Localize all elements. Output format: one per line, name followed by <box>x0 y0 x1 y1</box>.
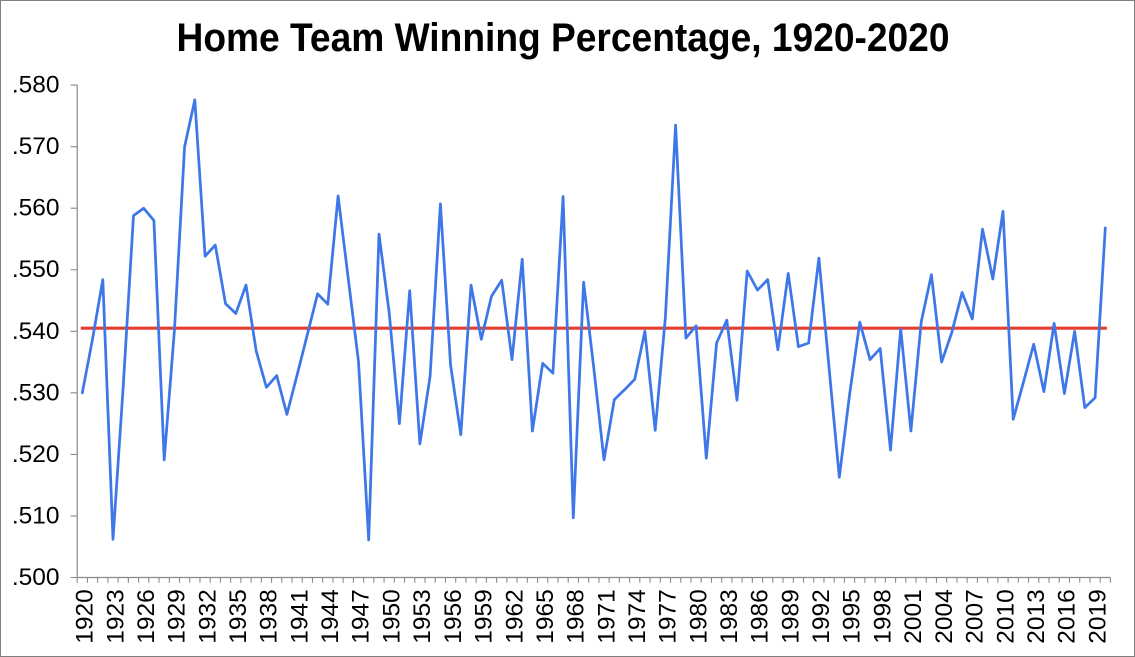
svg-text:1983: 1983 <box>716 589 743 644</box>
svg-text:.550: .550 <box>12 256 60 283</box>
svg-text:1923: 1923 <box>102 589 129 644</box>
svg-text:1941: 1941 <box>286 589 313 644</box>
svg-text:1986: 1986 <box>747 589 774 644</box>
svg-text:.500: .500 <box>12 564 60 591</box>
svg-text:1926: 1926 <box>133 589 160 644</box>
svg-text:1971: 1971 <box>593 589 620 644</box>
svg-text:1956: 1956 <box>440 589 467 644</box>
svg-text:2016: 2016 <box>1054 589 1081 644</box>
svg-text:2007: 2007 <box>962 589 989 644</box>
svg-text:1974: 1974 <box>624 589 651 644</box>
svg-text:1947: 1947 <box>348 589 375 644</box>
svg-text:2019: 2019 <box>1084 589 1111 644</box>
svg-text:1929: 1929 <box>164 589 191 644</box>
svg-text:1992: 1992 <box>808 589 835 644</box>
svg-text:1965: 1965 <box>532 589 559 644</box>
svg-text:.530: .530 <box>12 379 60 406</box>
svg-text:2001: 2001 <box>900 589 927 644</box>
svg-text:.510: .510 <box>12 503 60 530</box>
svg-text:1935: 1935 <box>225 589 252 644</box>
svg-text:1968: 1968 <box>563 589 590 644</box>
svg-text:.520: .520 <box>12 441 60 468</box>
svg-text:1953: 1953 <box>409 589 436 644</box>
svg-text:.540: .540 <box>12 318 60 345</box>
svg-text:1977: 1977 <box>655 589 682 644</box>
svg-text:2013: 2013 <box>1023 589 1050 644</box>
svg-text:1995: 1995 <box>839 589 866 644</box>
svg-text:.560: .560 <box>12 195 60 222</box>
svg-text:1998: 1998 <box>870 589 897 644</box>
svg-text:1920: 1920 <box>72 589 99 644</box>
svg-text:2010: 2010 <box>992 589 1019 644</box>
svg-text:1938: 1938 <box>256 589 283 644</box>
svg-text:.570: .570 <box>12 133 60 160</box>
svg-text:1950: 1950 <box>378 589 405 644</box>
svg-text:1959: 1959 <box>471 589 498 644</box>
svg-text:1980: 1980 <box>685 589 712 644</box>
svg-text:Home Team Winning Percentage,: Home Team Winning Percentage, 1920-2020 <box>177 16 950 60</box>
svg-text:1944: 1944 <box>317 589 344 644</box>
svg-text:.580: .580 <box>12 72 60 99</box>
svg-text:1962: 1962 <box>501 589 528 644</box>
svg-text:2004: 2004 <box>931 589 958 644</box>
svg-text:1989: 1989 <box>778 589 805 644</box>
svg-text:1932: 1932 <box>194 589 221 644</box>
